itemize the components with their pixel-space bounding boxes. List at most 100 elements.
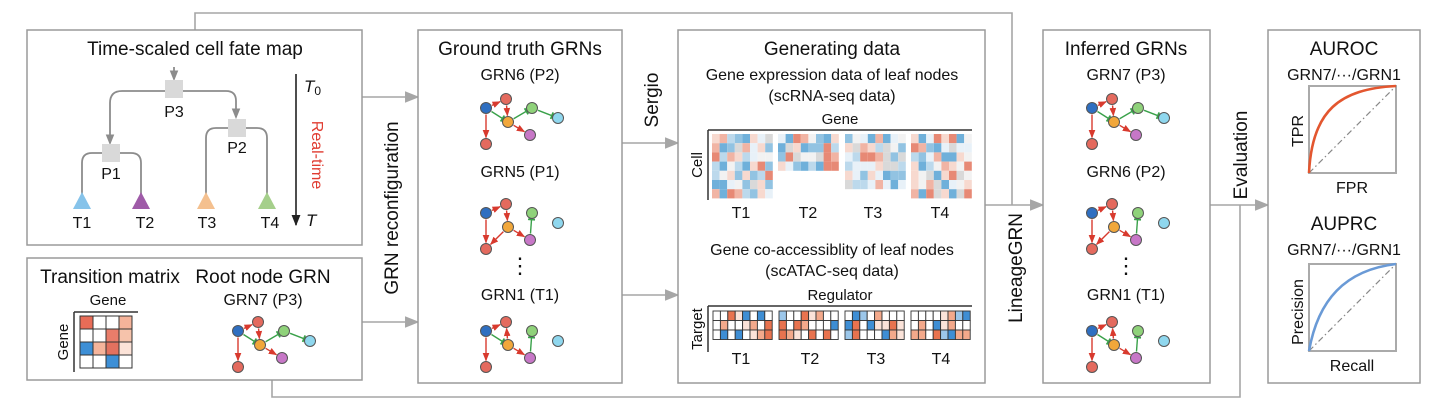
gt-grn5-network-edge-activation	[491, 206, 501, 213]
gt-grn6-network-edge-inhibition	[537, 109, 553, 117]
gt-grn6-network-edge-inhibition-bar	[549, 112, 555, 120]
root-grn-network-edge-activation	[265, 347, 278, 356]
inf-grn1-network-node	[1086, 361, 1098, 373]
expression-cell	[719, 161, 728, 171]
inf-grn7-network-edge-inhibition	[1097, 110, 1109, 120]
expression-cell	[823, 161, 832, 171]
inf-grn1-network-node	[1132, 325, 1144, 337]
root-grn-network-node	[254, 339, 266, 351]
expression-cell	[890, 152, 899, 162]
expression-cell	[727, 161, 735, 171]
expression-cell	[898, 143, 906, 153]
expression-cell	[757, 189, 766, 199]
transition-cell	[118, 328, 133, 343]
coaccessibility-cell	[749, 329, 758, 340]
expression-cell	[765, 170, 773, 180]
expression-cell	[742, 134, 750, 144]
inf-grn6-network-node	[1130, 234, 1142, 246]
gt-grn5-network	[480, 198, 564, 255]
leaf-t2-triangle	[132, 192, 150, 209]
expression-cell	[918, 152, 927, 162]
expr-row-label: Cell	[689, 152, 706, 178]
inf-grn7-network-edge-inhibition	[1119, 110, 1133, 120]
auroc-curve	[1307, 84, 1397, 174]
expression-cell	[926, 161, 934, 171]
coaccessibility-cell	[778, 320, 787, 331]
coaccessibility-cell	[917, 310, 927, 321]
coaccessibility-cell	[800, 320, 810, 331]
expr-leaf-t1: T1	[732, 205, 751, 222]
coaccessibility-cell	[947, 320, 956, 331]
root-grn-network-node	[304, 335, 316, 347]
gt-grn6-network-node	[552, 112, 564, 124]
expression-cell	[867, 143, 876, 153]
coaccessibility-cell	[962, 329, 971, 340]
root-grn-network-edge-inhibition-bar	[251, 338, 258, 345]
expression-cell	[941, 152, 949, 162]
coaccessibility-cell	[808, 329, 817, 340]
coaccessibility-cell	[727, 329, 736, 340]
expression-cell	[949, 170, 957, 180]
inf-grn6-network	[1086, 198, 1170, 255]
tree-branch-p2-t4	[246, 127, 268, 200]
gt-grn1-network-node	[524, 352, 536, 364]
tree-node-p1-label: P1	[101, 166, 121, 183]
coaccessibility-cell	[793, 320, 802, 331]
expression-cell	[750, 134, 758, 144]
expression-cell	[816, 134, 824, 144]
inf-grn1-network-edge-activation	[1109, 327, 1117, 339]
expression-cell	[883, 143, 891, 153]
coaccessibility-matrices	[712, 310, 971, 340]
acc-leaf-t1: T1	[732, 351, 751, 368]
inf-grn7-network-node	[1158, 112, 1170, 124]
expression-cell	[933, 189, 942, 199]
expression-cell	[890, 170, 899, 180]
inf-grn1-label: GRN1 (T1)	[1087, 287, 1165, 304]
expression-cell	[860, 143, 868, 153]
expression-cell	[785, 161, 794, 171]
expression-cell	[941, 180, 949, 190]
expression-cell	[765, 143, 773, 153]
inf-grn6-network-node	[1108, 221, 1120, 233]
gt-grn6-network-edge-inhibition-bar	[499, 115, 506, 122]
inf-grn6-network-node	[1132, 207, 1144, 219]
auprc-curve	[1307, 262, 1397, 352]
leaf-t1-label: T1	[73, 215, 92, 232]
coaccessibility-cell	[962, 320, 971, 331]
coaccessibility-cell	[859, 329, 868, 340]
root-grn-network-edge-inhibition-bar	[301, 335, 307, 343]
coaccessibility-cell	[712, 310, 721, 321]
root-grn-network-edge-activation	[243, 324, 253, 331]
expression-cell	[964, 189, 972, 199]
coaccessibility-cell	[896, 310, 905, 321]
leaf-t3-triangle	[197, 192, 215, 209]
expression-cell	[742, 161, 750, 171]
auprc-ylabel: Precision	[1290, 279, 1307, 345]
transition-matrix-cells	[79, 315, 133, 369]
inf-grn7-network-node	[1132, 102, 1144, 114]
expression-cell	[808, 152, 816, 162]
expression-cell	[918, 189, 927, 199]
coaccessibility-cell	[756, 320, 766, 331]
gt-grn5-network-node	[526, 207, 538, 219]
root-grn-network-edge-inhibition-bar	[275, 330, 281, 338]
root-grn-network-node	[276, 352, 288, 364]
expression-cell	[875, 180, 883, 190]
expression-cell	[867, 134, 876, 144]
root-grn: Root node GRN GRN7 (P3)	[195, 267, 331, 373]
expression-cell	[956, 134, 965, 144]
expression-cell	[719, 180, 728, 190]
expression-cell	[956, 161, 965, 171]
leaf-t1-triangle	[73, 192, 91, 209]
expression-cell	[964, 143, 972, 153]
expression-cell	[793, 143, 801, 153]
gt-ellipsis: ⋮	[509, 253, 531, 278]
gt-grn1-network-node	[480, 361, 492, 373]
expression-cell	[911, 152, 919, 162]
coaccessibility-cell	[756, 310, 766, 321]
expression-cell	[911, 180, 919, 190]
coaccessibility-cell	[734, 310, 744, 321]
evaluation: AUROC GRN7/···/GRN1 TPR FPR AUPRC GRN7/·…	[1287, 39, 1401, 375]
expression-cell	[778, 134, 786, 144]
expression-cell	[852, 161, 861, 171]
